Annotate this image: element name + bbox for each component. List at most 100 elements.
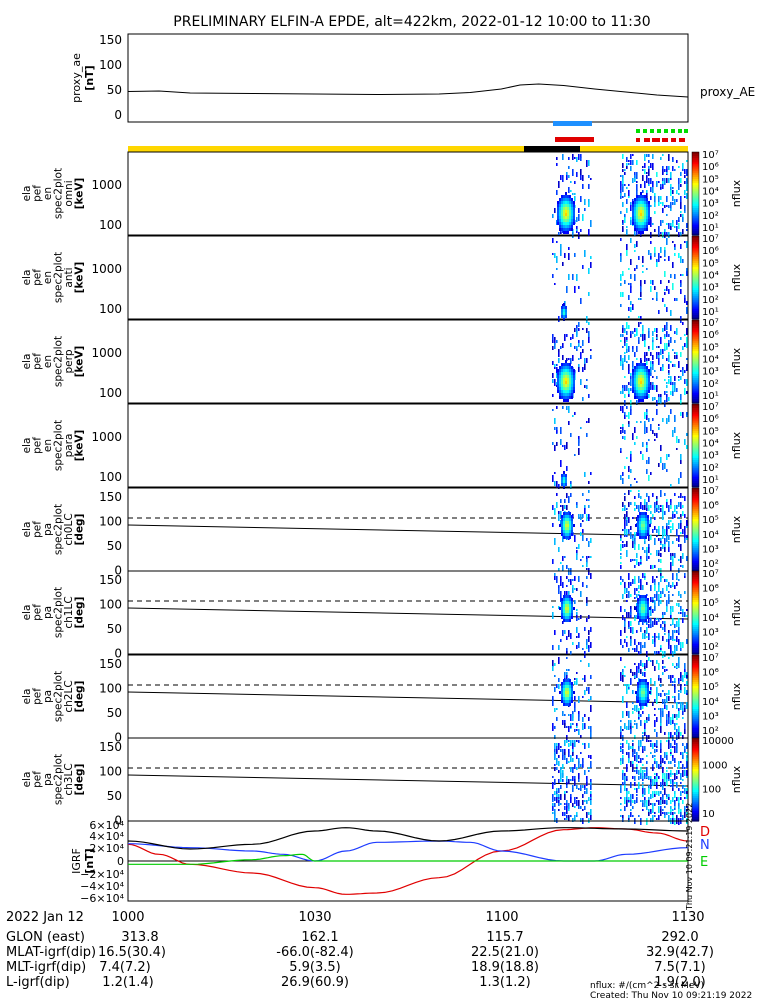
spec-pixel: [662, 767, 664, 771]
spec-pixel: [643, 619, 645, 622]
spec-pixel: [650, 535, 652, 540]
spec-pixel: [636, 346, 638, 352]
spec-pixel: [554, 809, 556, 816]
spec-pixel: [622, 196, 624, 198]
spec-pixel: [568, 166, 570, 169]
spec-pixel: [566, 493, 568, 498]
spec-pixel: [574, 740, 576, 747]
spec-pixel: [638, 219, 640, 222]
colorbar-cell: [692, 230, 699, 234]
spec-pixel: [668, 205, 670, 208]
spec-pixel: [632, 794, 634, 799]
spec-pixel: [684, 806, 686, 810]
spec-pixel: [676, 797, 678, 801]
spec-pixel: [565, 192, 567, 195]
spec-pixel: [565, 524, 567, 527]
spec-pixel: [678, 803, 680, 807]
spec-pixel: [646, 175, 648, 181]
spec-pixel: [642, 633, 644, 639]
spec-pixel: [622, 223, 624, 225]
spec-pixel: [554, 379, 556, 386]
spec-pixel: [650, 280, 652, 284]
spec-pixel: [658, 202, 660, 206]
spec-pixel: [639, 524, 641, 527]
colorbar-cell: [692, 408, 699, 411]
spec-pixel: [644, 723, 646, 729]
spec-pixel: [656, 779, 658, 783]
spec-pixel: [565, 207, 567, 210]
spec-pixel: [637, 518, 639, 521]
spec-pixel: [574, 286, 576, 293]
spec-pixel: [670, 391, 672, 395]
spec-pixel: [666, 391, 668, 393]
colorbar-cell: [692, 363, 699, 367]
colorbar-cell: [692, 618, 699, 622]
spec-pixel: [573, 390, 575, 393]
spec-pixel: [642, 645, 644, 648]
spec-pixel: [628, 490, 630, 495]
spec-pixel: [670, 310, 672, 316]
spec-pixel: [571, 372, 573, 375]
spec-pixel: [576, 553, 578, 560]
spec-pixel: [578, 576, 580, 582]
spec-pixel: [561, 477, 563, 480]
spec-pixel: [622, 615, 624, 620]
spec-pixel: [636, 265, 638, 269]
spec-pixel: [682, 708, 684, 712]
spec-pixel: [648, 657, 650, 661]
spec-pixel: [563, 399, 565, 402]
colorbar-tick: 10¹: [702, 307, 719, 318]
spec-pixel: [650, 565, 652, 569]
spec-pixel: [658, 618, 660, 622]
spec-pixel: [646, 210, 648, 213]
igrf-tick: −6×10⁴: [80, 892, 124, 905]
colorbar-label: nflux: [730, 682, 743, 710]
spec-pixel: [660, 367, 662, 371]
igrf-ylabel-1: IGRF: [70, 848, 83, 874]
colorbar-cell: [692, 614, 699, 618]
spec-pixel: [660, 232, 662, 234]
spec-pixel: [656, 529, 658, 533]
colorbar-cell: [692, 287, 699, 291]
spec-pixel: [643, 536, 645, 539]
spec-pixel: [564, 253, 566, 258]
spec-pixel: [641, 694, 643, 697]
spec-pixel: [559, 204, 561, 207]
colorbar-cell: [692, 727, 699, 731]
spec-pixel: [686, 794, 688, 799]
colorbar-tick: 10⁶: [702, 668, 719, 679]
spec-pixel: [576, 645, 578, 649]
spec-pixel: [586, 788, 588, 794]
spec-pixel: [569, 530, 571, 533]
spec-pixel: [645, 616, 647, 619]
spec-pixel: [573, 607, 575, 610]
spec-pixel: [630, 630, 632, 633]
spec-pixel: [684, 181, 686, 184]
spec-pixel: [636, 505, 638, 509]
spec-pixel: [567, 607, 569, 610]
colorbar-cell: [692, 240, 699, 243]
spec-pixel: [565, 369, 567, 372]
spec-pixel: [643, 616, 645, 619]
colorbar-cell: [692, 336, 699, 340]
spec-pixel: [624, 217, 626, 223]
spec-pixel: [569, 679, 571, 682]
spec-pixel: [638, 369, 640, 372]
spec-pixel: [666, 307, 668, 312]
spec-pixel: [560, 597, 562, 602]
spec-pixel: [641, 607, 643, 610]
spec-pixel: [634, 229, 636, 236]
spec-pixel: [636, 532, 638, 536]
spec-pixel: [634, 198, 636, 201]
spec-pixel: [640, 627, 642, 632]
colorbar-cell: [692, 484, 699, 488]
spec-pixel: [668, 505, 670, 512]
spec-pixel: [660, 711, 662, 717]
pa-tick: 100: [99, 682, 122, 696]
spec-pixel: [640, 396, 642, 399]
row-label-l: L-igrf(dip): [6, 975, 70, 990]
colorbar-tick: 10³: [702, 199, 719, 210]
spec-pixel: [634, 244, 636, 248]
spec-pixel: [624, 280, 626, 284]
spec-pixel: [562, 505, 564, 511]
